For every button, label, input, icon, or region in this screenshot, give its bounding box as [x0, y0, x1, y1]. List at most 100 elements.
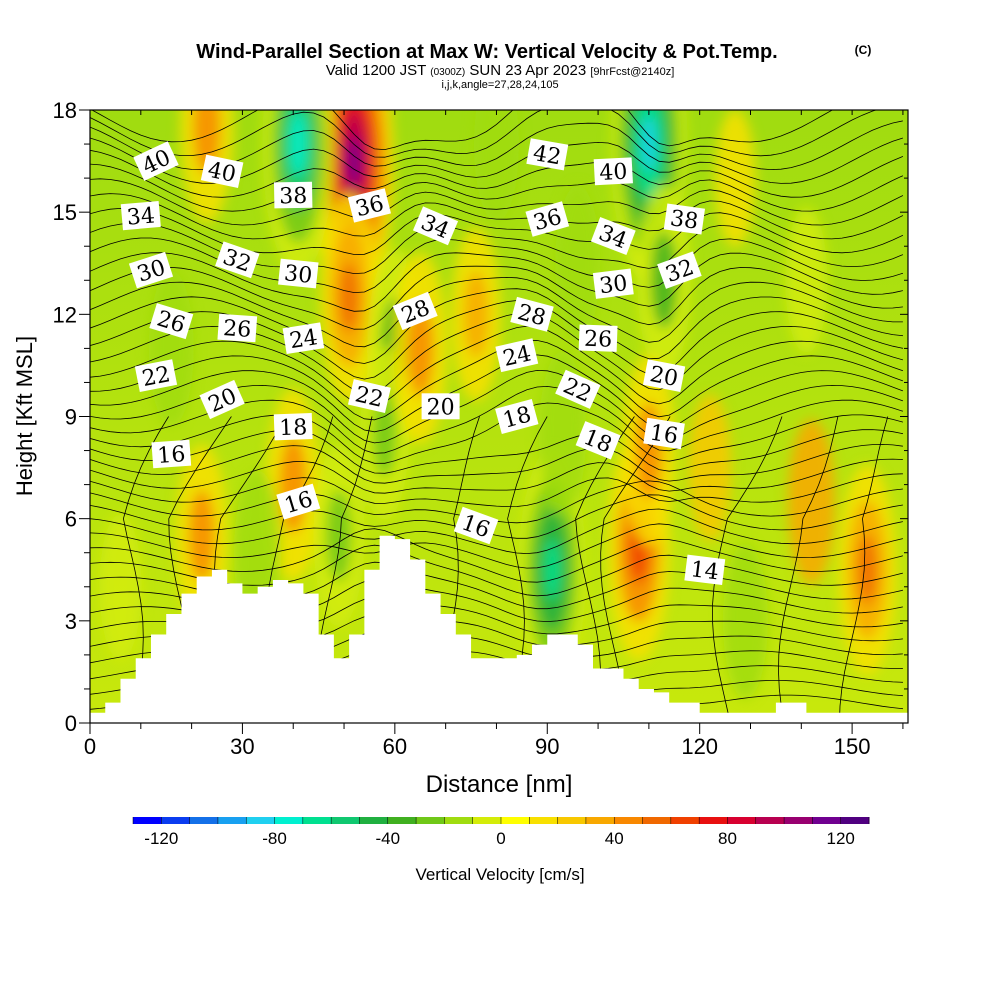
- x-axis: 0 30 60 90 120 150: [84, 110, 904, 759]
- contour-label: 22: [134, 359, 178, 392]
- contour-label-text: 22: [353, 382, 386, 413]
- vertical-velocity-cell: [188, 489, 215, 582]
- colorbar-swatch: [359, 817, 389, 824]
- contour-label: 30: [128, 251, 174, 289]
- contour-label-text: 42: [531, 141, 563, 170]
- colorbar-swatch: [189, 817, 219, 824]
- isentrope-line: [90, 110, 878, 158]
- contour-label-text: 26: [222, 316, 252, 343]
- colorbar-swatch: [416, 817, 445, 824]
- isentrope-line: [778, 416, 839, 723]
- colorbar-swatch: [444, 817, 474, 824]
- vertical-velocity-cell: [715, 110, 756, 248]
- contour-label-box: [151, 439, 192, 469]
- isentrope-line: [90, 494, 903, 539]
- colorbar-swatch: [217, 817, 247, 824]
- contour-label: 40: [200, 154, 244, 188]
- colorbar-title: Vertical Velocity [cm/s]: [415, 865, 584, 884]
- contour-label-box: [199, 379, 245, 420]
- contour-label-box: [133, 141, 179, 181]
- contour-label-box: [217, 313, 258, 343]
- contour-label-text: 16: [648, 420, 680, 449]
- vertical-velocity-cell: [339, 262, 359, 333]
- contour-label: 24: [495, 338, 539, 373]
- y-tick-label: 9: [65, 405, 77, 430]
- y-axis-title: Height [Kft MSL]: [12, 336, 37, 496]
- isentrope-line: [839, 416, 889, 723]
- colorbar-swatch: [529, 817, 559, 824]
- colorbar-swatch: [302, 817, 332, 824]
- vertical-velocity-cell: [857, 534, 878, 605]
- y-tick-label: 3: [65, 609, 77, 634]
- plot-area: [90, 110, 908, 723]
- colorbar-swatch: [501, 817, 530, 824]
- vertical-velocity-cell: [289, 111, 308, 178]
- contour-label-text: 26: [584, 327, 613, 353]
- contour-label: 18: [273, 413, 313, 441]
- contour-label: 14: [684, 554, 726, 585]
- terrain-mask: [90, 535, 908, 723]
- contour-label-text: 18: [279, 415, 308, 441]
- contour-label: 16: [643, 417, 685, 450]
- contour-label: 40: [593, 157, 633, 186]
- contour-label-box: [663, 203, 706, 235]
- valid-utc-label: (0300Z): [430, 67, 465, 78]
- contour-label: 30: [278, 258, 319, 289]
- contour-label: 26: [578, 324, 618, 353]
- contour-label: 20: [642, 359, 686, 392]
- colorbar-swatch: [585, 817, 615, 824]
- contour-label-text: 16: [157, 442, 187, 469]
- x-tick-label: 60: [383, 734, 407, 759]
- vertical-velocity-cell: [372, 390, 397, 478]
- contour-label: 28: [510, 296, 554, 332]
- contour-label: 38: [273, 181, 313, 209]
- isentrope-line: [90, 354, 904, 433]
- contour-label-box: [510, 296, 554, 332]
- contour-label-box: [134, 359, 178, 392]
- colorbar-swatch: [274, 817, 304, 824]
- isentrope-line: [90, 265, 903, 330]
- x-axis-title: Distance [nm]: [426, 771, 573, 798]
- contour-label: 18: [495, 399, 539, 434]
- x-tick-label: 30: [230, 734, 254, 759]
- contour-label: 22: [347, 379, 391, 414]
- contour-label-text: 30: [283, 261, 313, 289]
- colorbar-swatch: [472, 817, 502, 824]
- colorbar-swatch: [642, 817, 672, 824]
- colorbar-tick-label: 120: [827, 829, 855, 848]
- y-tick-label: 15: [53, 200, 77, 225]
- contour-label-box: [643, 417, 685, 450]
- contour-label-box: [526, 138, 569, 171]
- colorbar-swatch: [727, 817, 757, 824]
- contour-label-box: [278, 258, 319, 289]
- isentrope-line: [90, 193, 904, 240]
- isentrope-line: [90, 252, 903, 312]
- colorbar-swatch: [812, 817, 842, 824]
- colorbar-swatch: [755, 817, 785, 824]
- copyright-mark: (C): [855, 43, 872, 57]
- contour-label: 38: [663, 203, 706, 235]
- colorbar-tick-label: 80: [718, 829, 737, 848]
- colorbar-swatch: [133, 817, 162, 824]
- valid-date-label: SUN 23 Apr 2023: [469, 62, 586, 79]
- vertical-velocity-cell: [474, 110, 519, 223]
- contour-label: 30: [592, 268, 634, 299]
- isentrope-line: [90, 523, 903, 569]
- contour-label-text: 14: [689, 557, 720, 585]
- contour-label-box: [273, 413, 313, 441]
- x-tick-label: 0: [84, 734, 96, 759]
- contour-label: 24: [282, 322, 325, 354]
- isentrope-line: [90, 325, 904, 408]
- colorbar: -120 -80 -40 0 40 80 120: [132, 817, 870, 848]
- colorbar-tick-label: 0: [496, 829, 505, 848]
- colorbar-swatch: [614, 817, 644, 824]
- contour-label-box: [421, 393, 460, 420]
- colorbar-tick-label: 40: [605, 829, 624, 848]
- isentrope-line: [91, 110, 834, 151]
- contour-label-box: [149, 303, 194, 340]
- chart-title: Wind-Parallel Section at Max W: Vertical…: [196, 41, 777, 63]
- contour-label-text: 40: [599, 160, 628, 186]
- x-tick-label: 90: [535, 734, 559, 759]
- colorbar-swatch: [699, 817, 728, 824]
